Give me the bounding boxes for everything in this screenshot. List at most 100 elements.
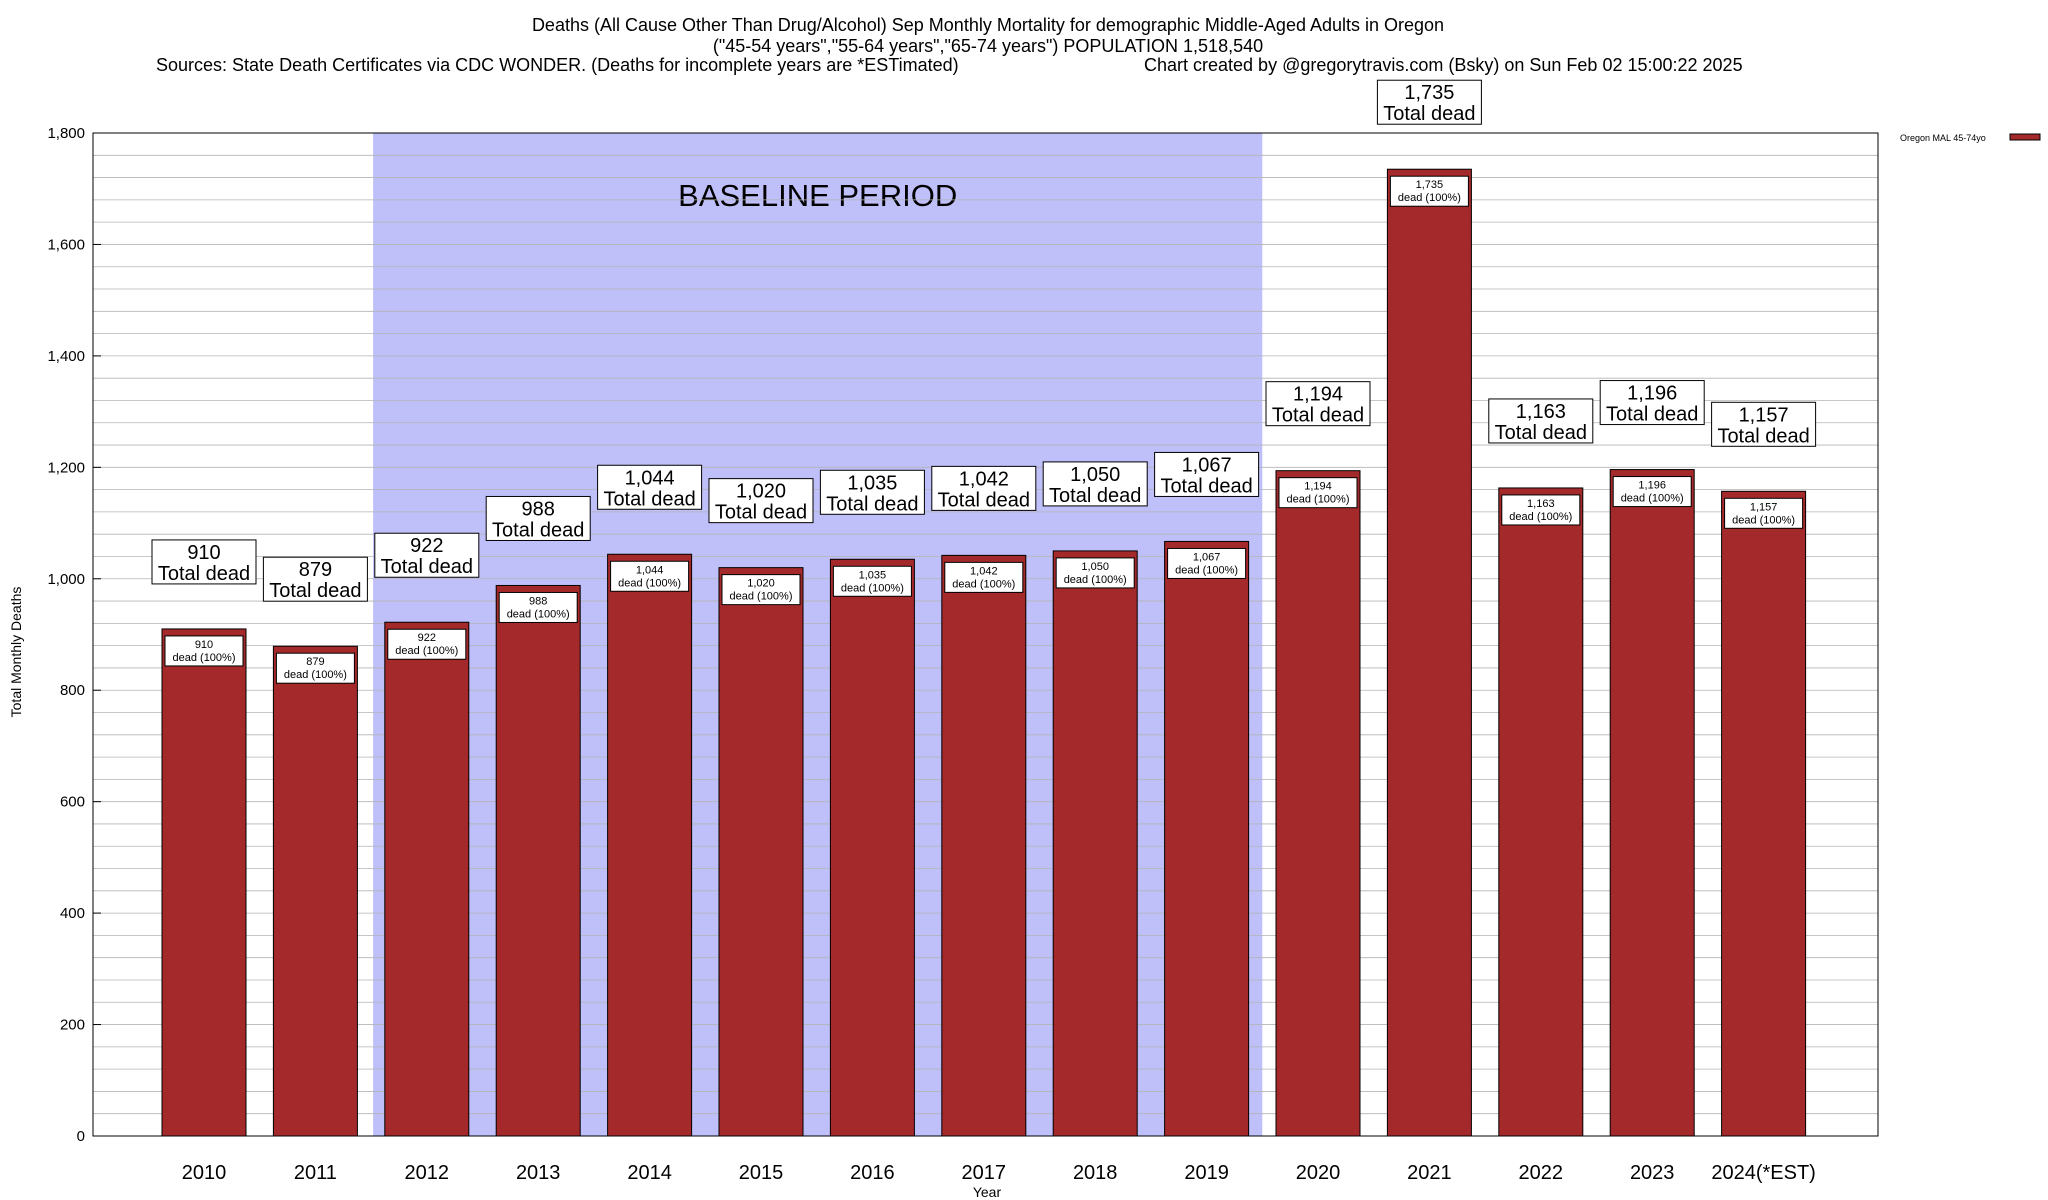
top-label-box xyxy=(1599,380,1705,426)
top-label-box xyxy=(485,495,591,541)
inner-label-text: dead (100%) xyxy=(618,577,681,589)
inner-label-box xyxy=(1724,497,1804,529)
top-label-value: 1,157 xyxy=(1739,404,1789,426)
top-label-text: Total dead xyxy=(158,563,250,585)
inner-label-value: 879 xyxy=(306,656,324,668)
inner-label-text: dead (100%) xyxy=(1287,494,1350,506)
inner-label-text: dead (100%) xyxy=(1398,192,1461,204)
top-label-text: Total dead xyxy=(715,502,807,524)
inner-label-text: dead (100%) xyxy=(730,591,793,603)
x-tick-label: 2012 xyxy=(405,1162,450,1184)
x-tick-label: 2020 xyxy=(1296,1162,1341,1184)
inner-label-text: dead (100%) xyxy=(1732,514,1795,526)
top-label-box xyxy=(374,532,480,578)
bar-2018 xyxy=(1052,550,1138,1137)
top-label-text: Total dead xyxy=(826,493,918,515)
bar-2020 xyxy=(1275,470,1361,1137)
inner-label-text: dead (100%) xyxy=(952,578,1015,590)
inner-label-box xyxy=(832,565,912,597)
x-tick-label: 2014 xyxy=(627,1162,672,1184)
x-axis-label: Year xyxy=(973,1184,1002,1200)
inner-label-value: 922 xyxy=(418,632,436,644)
inner-label-value: 988 xyxy=(529,595,547,607)
inner-label-box xyxy=(1055,557,1135,589)
top-label-text: Total dead xyxy=(269,580,361,602)
top-label-value: 1,163 xyxy=(1516,401,1566,423)
inner-label-box xyxy=(498,591,578,623)
inner-label-text: dead (100%) xyxy=(284,669,347,681)
inner-label-value: 1,044 xyxy=(636,564,664,576)
inner-label-text: dead (100%) xyxy=(1621,493,1684,505)
top-label-box xyxy=(708,478,814,524)
inner-label-box xyxy=(944,561,1024,593)
bar-2017 xyxy=(941,554,1027,1137)
x-tick-label: 2016 xyxy=(850,1162,895,1184)
x-tick-label: 2013 xyxy=(516,1162,561,1184)
inner-label-value: 1,735 xyxy=(1416,179,1444,191)
top-label-value: 1,194 xyxy=(1293,384,1343,406)
y-axis-label: Total Monthly Deaths xyxy=(8,587,24,718)
top-label-value: 879 xyxy=(299,559,332,581)
inner-label-box xyxy=(1389,175,1469,207)
top-label-value: 910 xyxy=(187,542,220,564)
inner-label-value: 910 xyxy=(195,639,213,651)
top-label-box xyxy=(1488,398,1594,444)
x-tick-label: 2022 xyxy=(1519,1162,1564,1184)
y-tick-label: 1,200 xyxy=(47,459,85,476)
inner-label-value: 1,196 xyxy=(1638,480,1666,492)
top-label-value: 1,050 xyxy=(1070,464,1120,486)
bar-2011 xyxy=(272,645,358,1137)
chart-title-line-1: Deaths (All Cause Other Than Drug/Alcoho… xyxy=(532,15,1444,35)
top-label-text: Total dead xyxy=(1495,422,1587,444)
top-label-value: 1,035 xyxy=(847,472,897,494)
y-tick-label: 1,800 xyxy=(47,125,85,142)
inner-label-box xyxy=(721,574,801,606)
inner-label-box xyxy=(1501,494,1581,526)
inner-label-box xyxy=(387,628,467,660)
top-label-box xyxy=(1265,381,1371,427)
bar-2010 xyxy=(161,628,247,1137)
top-label-box xyxy=(819,469,925,515)
top-label-text: Total dead xyxy=(603,488,695,510)
top-label-value: 988 xyxy=(522,498,555,520)
bars xyxy=(161,168,1807,1137)
inner-label-value: 1,042 xyxy=(970,565,998,577)
bar-2012 xyxy=(384,621,470,1137)
top-label-text: Total dead xyxy=(1160,475,1252,497)
x-tick-label: 2018 xyxy=(1073,1162,1118,1184)
top-label-value: 1,196 xyxy=(1627,383,1677,405)
axes: 0 200 400 600 800 1,000 1,200 1,400 1,600 1,800 20… xyxy=(47,125,1815,1184)
bar-2023 xyxy=(1609,469,1695,1137)
y-tick-label: 1,400 xyxy=(47,348,85,365)
top-label-box xyxy=(1042,461,1148,507)
plot-frame xyxy=(92,132,1879,1137)
inner-label-text: dead (100%) xyxy=(841,582,904,594)
chart-title-line-2: ("45-54 years","55-64 years","65-74 year… xyxy=(713,36,1263,56)
plot-border xyxy=(92,132,1879,1137)
inner-label-box xyxy=(275,652,355,684)
top-label-box xyxy=(1154,451,1260,497)
inner-label-box xyxy=(1167,547,1247,579)
